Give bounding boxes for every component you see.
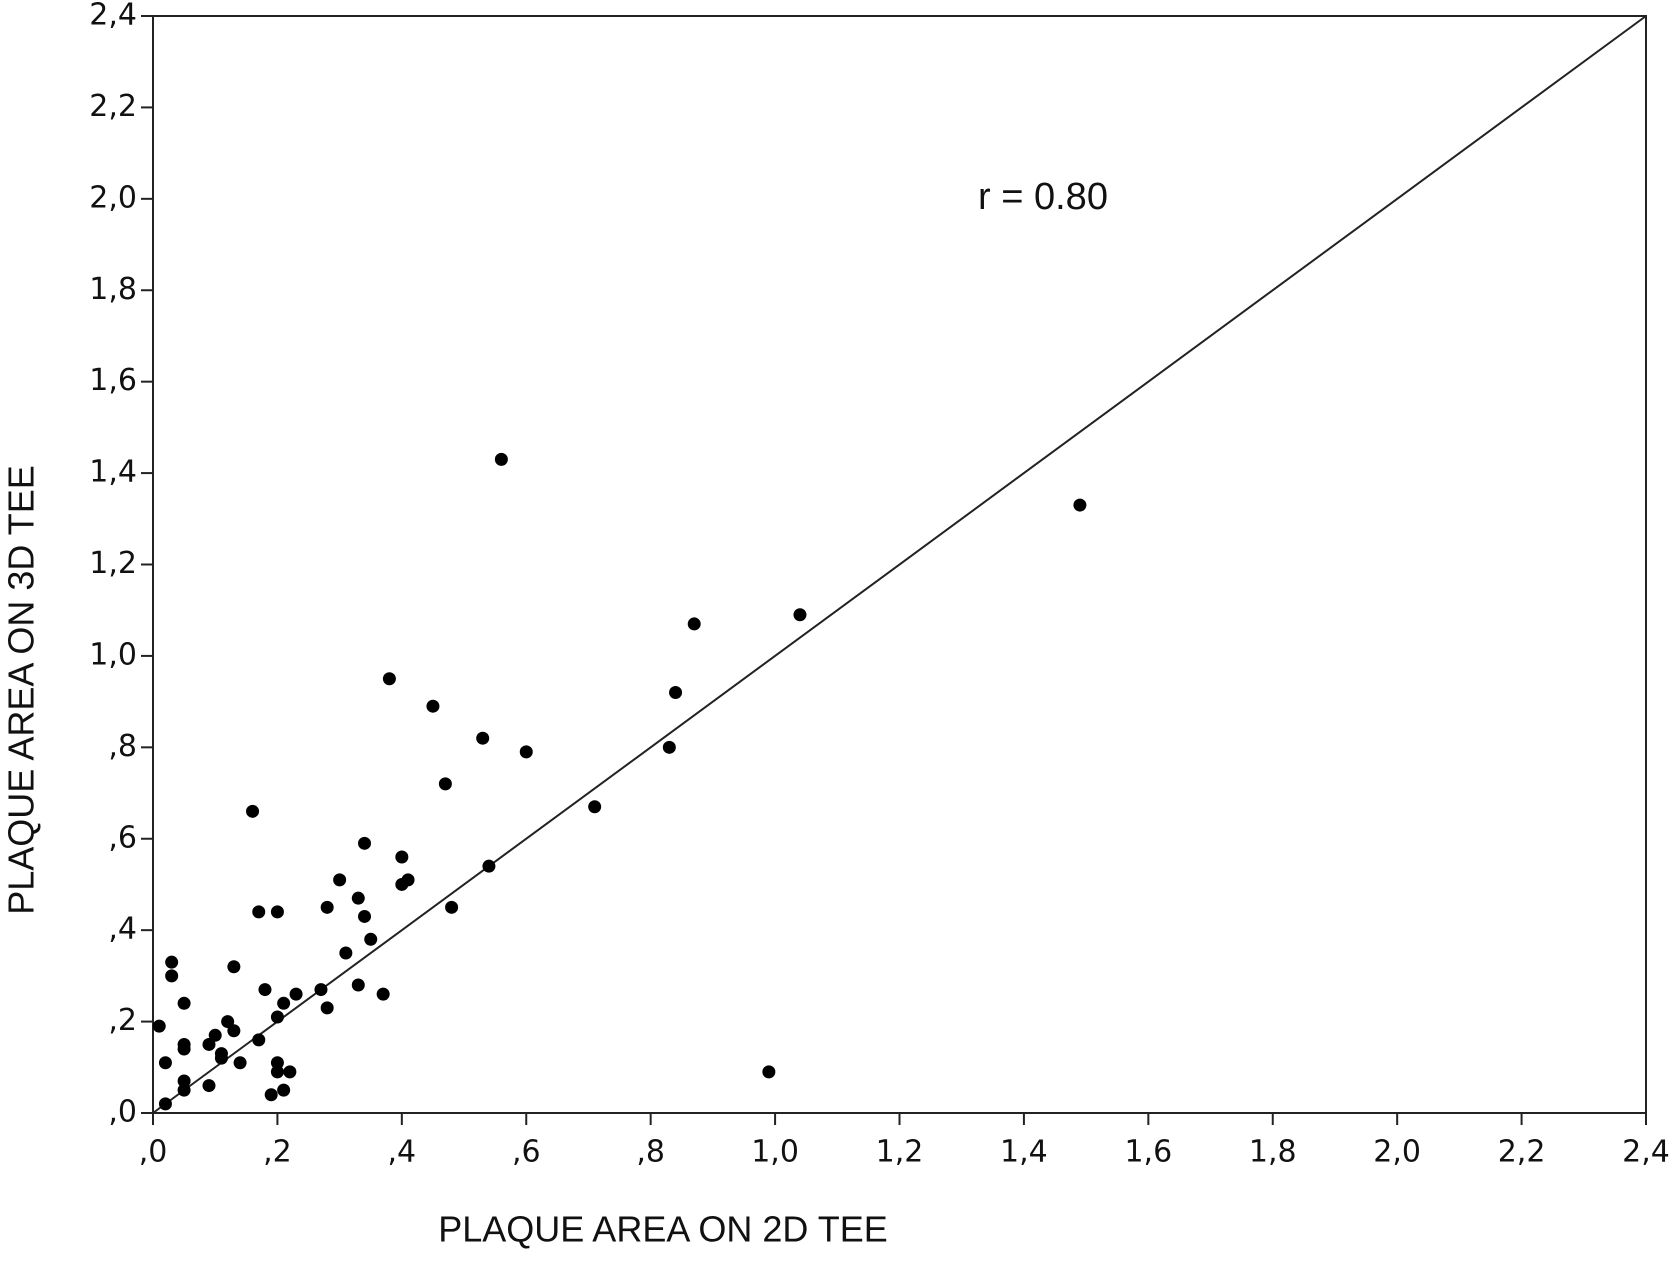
point [662, 740, 676, 754]
point [482, 859, 496, 873]
point [333, 873, 347, 887]
y-tick-label: ,8 [108, 729, 137, 764]
y-tick-label: 1,0 [89, 637, 137, 672]
point [202, 1079, 216, 1093]
x-tick-label: 1,8 [1249, 1135, 1297, 1170]
point [1073, 498, 1087, 512]
point [762, 1065, 776, 1079]
x-axis-title: PLAQUE AREA ON 2D TEE [438, 1209, 888, 1250]
point [252, 1033, 266, 1047]
point [445, 900, 459, 914]
y-tick-label: ,6 [108, 820, 137, 855]
y-tick-label: 2,2 [89, 89, 137, 124]
point [258, 983, 272, 997]
x-tick-label: 1,4 [1000, 1135, 1048, 1170]
y-tick-label: ,4 [108, 912, 137, 947]
point [270, 905, 284, 919]
y-tick-label: 1,8 [89, 272, 137, 307]
point [221, 1015, 235, 1029]
point [165, 969, 179, 983]
point [233, 1056, 247, 1070]
x-tick-label: 2,4 [1622, 1135, 1670, 1170]
point [588, 800, 602, 814]
point [177, 1042, 191, 1056]
point [277, 996, 291, 1010]
point [227, 960, 241, 974]
point [264, 1088, 278, 1102]
y-axis-title: PLAQUE AREA ON 3D TEE [1, 465, 42, 915]
x-tick-label: 1,6 [1124, 1135, 1172, 1170]
point [270, 1065, 284, 1079]
point [426, 699, 440, 713]
point [476, 731, 490, 745]
point [339, 946, 353, 960]
y-tick-label: 1,2 [89, 546, 137, 581]
point [320, 900, 334, 914]
point [358, 909, 372, 923]
point [177, 996, 191, 1010]
x-tick-label: 2,0 [1373, 1135, 1421, 1170]
point [177, 1074, 191, 1088]
y-tick-label: 2,0 [89, 180, 137, 215]
x-tick-label: ,2 [263, 1135, 292, 1170]
point [669, 685, 683, 699]
x-tick-label: 1,2 [876, 1135, 924, 1170]
point [438, 777, 452, 791]
point [358, 836, 372, 850]
point [165, 955, 179, 969]
point [395, 850, 409, 864]
x-tick-label: ,4 [388, 1135, 417, 1170]
point [401, 873, 415, 887]
point [158, 1056, 172, 1070]
identity-line [152, 15, 1647, 1114]
point [277, 1083, 291, 1097]
point [208, 1028, 222, 1042]
point [494, 452, 508, 466]
point [246, 804, 260, 818]
point [270, 1056, 284, 1070]
y-tick-label: 2,4 [89, 0, 137, 33]
point [793, 608, 807, 622]
x-tick-label: ,6 [512, 1135, 541, 1170]
point [270, 1010, 284, 1024]
x-tick-label: 1,0 [751, 1135, 799, 1170]
point [158, 1097, 172, 1111]
y-tick-label: 1,4 [89, 455, 137, 490]
point [364, 932, 378, 946]
point [382, 672, 396, 686]
point [687, 617, 701, 631]
y-tick-label: 1,6 [89, 363, 137, 398]
x-tick-label: ,8 [636, 1135, 665, 1170]
point [152, 1019, 166, 1033]
point [283, 1065, 297, 1079]
point [351, 891, 365, 905]
x-tick-label: ,0 [139, 1135, 168, 1170]
y-tick-label: ,2 [108, 1003, 137, 1038]
point [214, 1051, 228, 1065]
y-tick-label: ,0 [108, 1095, 137, 1130]
point [227, 1024, 241, 1038]
point [314, 983, 328, 997]
annotation: r = 0.80 [978, 176, 1108, 218]
point [252, 905, 266, 919]
point [177, 1083, 191, 1097]
point [376, 987, 390, 1001]
point [320, 1001, 334, 1015]
point [289, 987, 303, 1001]
point [202, 1037, 216, 1051]
x-tick-label: 2,2 [1498, 1135, 1546, 1170]
point [519, 745, 533, 759]
point [351, 978, 365, 992]
